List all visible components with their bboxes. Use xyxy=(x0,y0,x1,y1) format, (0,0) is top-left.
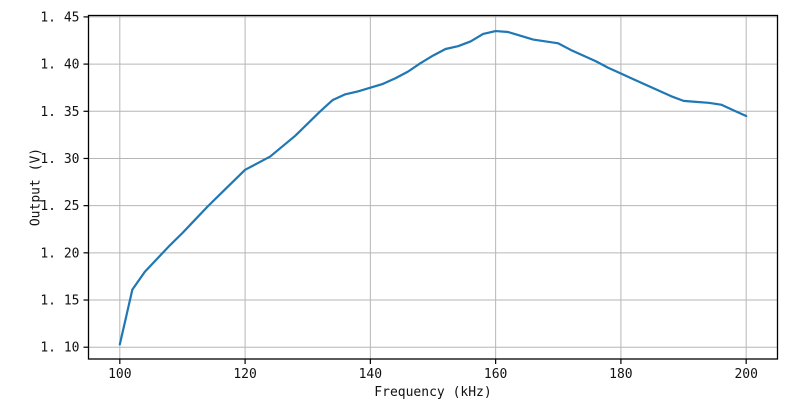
x-tick-label: 140 xyxy=(359,367,382,382)
x-tick-label: 200 xyxy=(734,367,757,382)
y-tick-label: 1. 40 xyxy=(40,58,79,73)
x-tick-label: 120 xyxy=(233,367,256,382)
y-tick-label: 1. 25 xyxy=(40,199,79,214)
data-line-output-voltage xyxy=(118,29,748,346)
y-tick-label: 1. 30 xyxy=(40,152,79,167)
y-tick-label: 1. 45 xyxy=(40,10,79,25)
x-tick-label: 100 xyxy=(108,367,131,382)
axes-box xyxy=(87,14,779,360)
y-tick-label: 1. 10 xyxy=(40,341,79,356)
y-tick-label: 1. 20 xyxy=(40,246,79,261)
x-tick-label: 180 xyxy=(609,367,632,382)
y-axis-label: Output (V) xyxy=(28,147,44,227)
y-tick-label: 1. 35 xyxy=(40,105,79,120)
x-tick-label: 160 xyxy=(484,367,507,382)
y-tick-label: 1. 15 xyxy=(40,294,79,309)
x-axis-label: Frequency (kHz) xyxy=(374,385,492,400)
